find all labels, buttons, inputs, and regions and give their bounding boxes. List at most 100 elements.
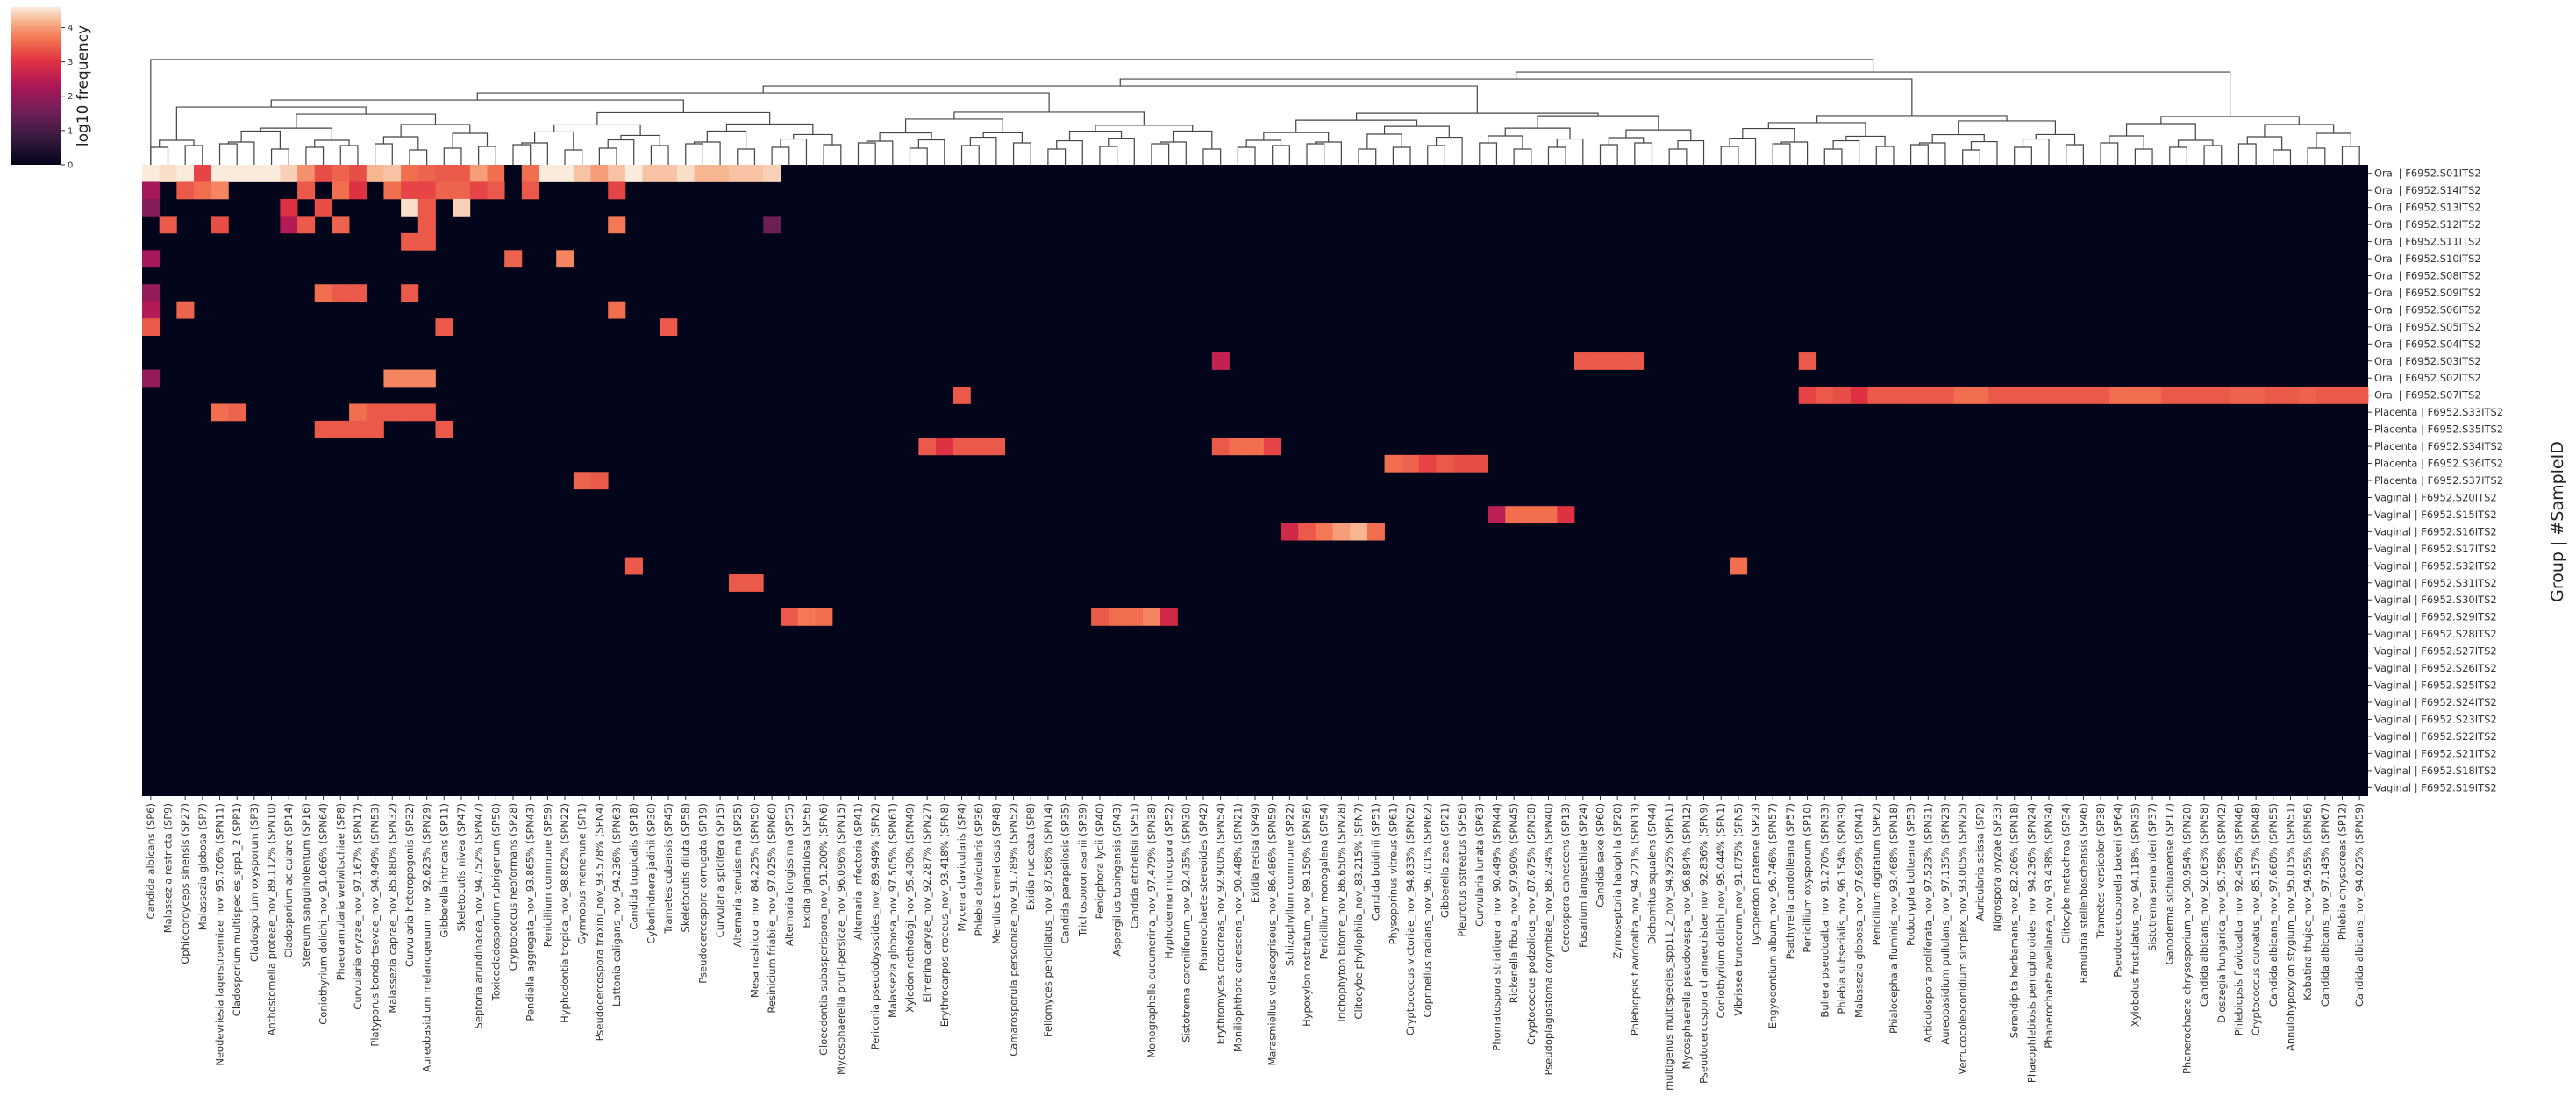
column-label: Pseudocercospora chamaecristae_nov_92.83… <box>1698 803 1710 1084</box>
column-label: Pleurotus ostreatus (SP56) <box>1456 803 1468 937</box>
heatmap-cell <box>711 165 730 182</box>
column-label: Candida albicans_nov_97.668% (SPN55) <box>2267 803 2280 1007</box>
row-label: Vaginal | F6952.S29ITS2 <box>2374 611 2497 623</box>
heatmap-cell <box>624 557 643 575</box>
row-label: Vaginal | F6952.S22ITS2 <box>2374 730 2497 743</box>
column-label: Aspergillus tubingensis (SP43) <box>1111 803 1124 957</box>
dendrogram-link <box>409 149 428 165</box>
column-label: Curvularia spicifera (SP15) <box>714 803 726 937</box>
heatmap-cell <box>1539 506 1558 524</box>
heatmap-cell <box>1919 386 1937 404</box>
heatmap-cell <box>159 216 177 234</box>
dendrogram-link <box>969 136 997 165</box>
column-label: Gymnopus menehune (SP1) <box>576 803 589 944</box>
heatmap-cell <box>1885 386 1903 404</box>
dendrogram-link <box>2066 144 2084 165</box>
heatmap-cell <box>504 250 523 268</box>
dendrogram-link <box>909 147 928 165</box>
dendrogram-link <box>1108 137 1135 165</box>
dendrogram-link <box>1315 141 1342 165</box>
column-label: Platyporus bondartsevae_nov_94.949% (SPN… <box>369 803 382 1047</box>
heatmap-cell <box>1609 352 1627 370</box>
dendrogram-link <box>240 130 281 149</box>
column-label: Malassezia globosa (SP7) <box>196 803 209 930</box>
heatmap-cell <box>211 403 229 422</box>
column-label: Peniophora lycii (SP40) <box>1094 803 1106 919</box>
heatmap-cell <box>1453 454 1472 473</box>
row-label: Oral | F6952.S05ITS2 <box>2374 321 2481 333</box>
column-label: Phlebia subserialis_nov_96.154% (SPN39) <box>1836 803 1848 1014</box>
column-label: Exidia recisa (SP49) <box>1249 803 1261 903</box>
column-label: Clitocybe phyllophila_nov_83.215% (SPN7) <box>1352 803 1365 1020</box>
column-label: Fusarium langsethiae (SP24) <box>1577 803 1589 948</box>
column-label: Trichosporon asahii (SP39) <box>1076 803 1088 937</box>
heatmap-cell <box>728 165 746 182</box>
heatmap-cell <box>194 165 212 182</box>
dendrogram-link <box>1547 146 1566 165</box>
column-labels: Candida albicans (SP6) Malassezia restric… <box>145 796 2365 1091</box>
heatmap-cell <box>142 198 161 217</box>
dendrogram-link <box>1095 125 1194 132</box>
heatmap-cell <box>608 181 626 200</box>
row-label: Vaginal | F6952.S32ITS2 <box>2374 559 2497 572</box>
heatmap-cell <box>280 216 298 234</box>
dendrogram-link <box>2035 133 2076 145</box>
heatmap-cell <box>366 165 384 182</box>
heatmap-cell <box>401 198 419 217</box>
heatmap-cell <box>1281 523 1299 541</box>
dendrogram-link <box>1767 122 1866 137</box>
row-label: Vaginal | F6952.S23ITS2 <box>2374 713 2497 725</box>
dendrogram-link <box>218 143 238 165</box>
heatmap-cell <box>176 301 195 319</box>
column-label: Sistotrema sernanderi (SP37) <box>2146 803 2159 951</box>
heatmap-cell <box>262 165 281 182</box>
column-label: Malassezia globosa_nov_97.505% (SPN61) <box>887 803 899 1018</box>
heatmap-cell <box>1108 608 1126 626</box>
column-label: Candida sake (SP60) <box>1594 803 1606 907</box>
heatmap-cell <box>1902 386 1920 404</box>
dendrogram-link <box>1151 143 1170 165</box>
heatmap-cell <box>2230 386 2248 404</box>
heatmap-cell <box>970 438 988 456</box>
heatmap-cell <box>297 165 316 182</box>
column-label: Serendipita herbamans_nov_82.206% (SPN18… <box>2009 803 2021 1038</box>
column-label: Monographella cucumerina_nov_97.479% (SP… <box>1145 803 1158 1058</box>
column-label: Mycosphaerella pruni-persicae_nov_96.096… <box>835 803 847 1075</box>
column-label: Pseudocercosporella bakeri (SP64) <box>2112 803 2124 978</box>
dendrogram-link <box>1875 146 1895 165</box>
dendrogram-link <box>2022 138 2050 165</box>
dendrogram-link <box>400 124 471 137</box>
dendrogram-link <box>1513 148 1532 165</box>
heatmap-cell <box>314 420 332 438</box>
heatmap-cell <box>332 284 350 302</box>
row-label: Oral | F6952.S01ITS2 <box>2374 167 2481 180</box>
heatmap-cell <box>349 420 367 438</box>
heatmap-cell <box>1591 352 1609 370</box>
dendrogram-link <box>823 144 842 165</box>
dendrogram-link <box>1910 144 1929 165</box>
colorbar-label: log10 frequency <box>75 25 92 146</box>
column-label: Pseudoplagiostoma corymbiae_nov_86.234% … <box>1542 803 1554 1076</box>
heatmap-cell <box>1867 386 1886 404</box>
dendrogram-link <box>1599 144 1618 165</box>
column-label: Hyphodontia tropica_nov_98.802% (SPN22) <box>559 803 571 1023</box>
dendrogram-link <box>1608 137 1645 145</box>
dendrogram-link <box>1668 148 1688 165</box>
dendrogram-link <box>1427 145 1446 165</box>
column-label: Gibberella intricans (SP11) <box>438 803 450 938</box>
heatmap-cell <box>1436 454 1454 473</box>
column-label: Hypoxylon rostratum_nov_89.150% (SPN36) <box>1301 803 1313 1027</box>
column-label: Malassezia globosa_nov_97.699% (SPN41) <box>1853 803 1866 1018</box>
row-label: Vaginal | F6952.S24ITS2 <box>2374 696 2497 708</box>
row-label: Oral | F6952.S04ITS2 <box>2374 338 2481 350</box>
dendrogram-link <box>478 146 496 165</box>
heatmap-cell <box>142 318 161 336</box>
heatmap-cell <box>1971 386 1989 404</box>
heatmap-cell <box>1246 438 1265 456</box>
column-dendrogram <box>150 59 2360 165</box>
dendrogram-link <box>737 148 756 165</box>
heatmap-cell <box>1937 386 1955 404</box>
column-label: Candida parapsilosis (SP35) <box>1060 803 1072 943</box>
column-label: Phaeoramularia welwitschiae (SP8) <box>334 803 346 980</box>
dendrogram-link <box>1245 139 1282 147</box>
